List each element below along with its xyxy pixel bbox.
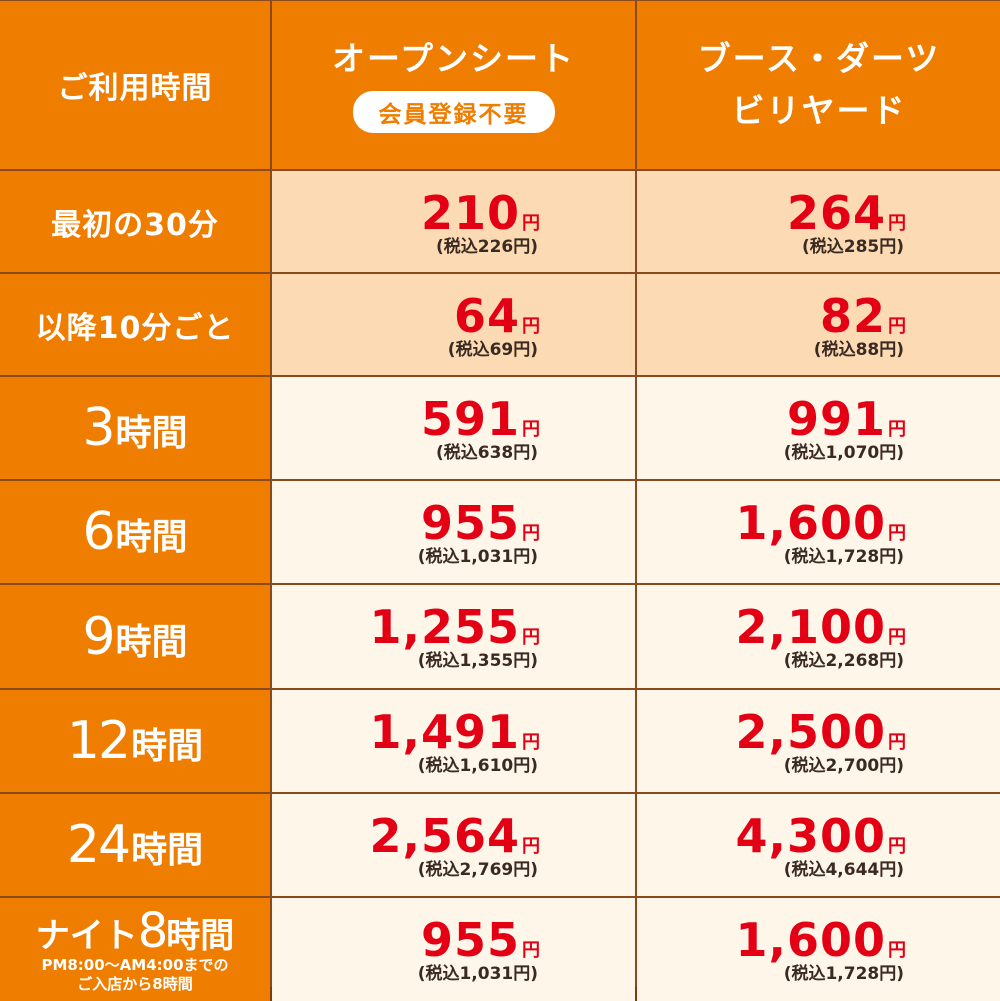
row-label-text: 以降10分ごと bbox=[35, 310, 235, 346]
price-cell-open: 64 円 (税込69円) bbox=[272, 274, 635, 375]
row-label-24h: 24時間 bbox=[0, 794, 270, 896]
price-amount: 4,300 bbox=[735, 809, 886, 863]
yen-unit: 円 bbox=[888, 213, 906, 234]
no-registration-badge: 会員登録不要 bbox=[352, 91, 555, 133]
yen-unit: 円 bbox=[888, 732, 906, 753]
row-label-3h: 3時間 bbox=[0, 377, 270, 479]
yen-unit: 円 bbox=[522, 836, 540, 857]
row-hours-number: 8 bbox=[137, 902, 169, 959]
header-booth-title-line1: ブース・ダーツ bbox=[697, 39, 941, 78]
price-amount: 64 bbox=[453, 289, 520, 343]
row-hours-number: 24 bbox=[66, 815, 131, 875]
price-cell-booth: 2,500 円 (税込2,700円) bbox=[637, 690, 1000, 792]
price-amount: 264 bbox=[786, 186, 886, 240]
price-tax-included: (税込69円) bbox=[447, 340, 538, 360]
price-cell-open: 210 円 (税込226円) bbox=[272, 171, 635, 272]
yen-unit: 円 bbox=[888, 419, 906, 440]
yen-unit: 円 bbox=[888, 836, 906, 857]
yen-unit: 円 bbox=[522, 213, 540, 234]
row-label-text: 最初の30分 bbox=[51, 207, 219, 243]
price-amount: 1,491 bbox=[369, 705, 520, 759]
price-tax-included: (税込2,700円) bbox=[783, 756, 904, 776]
price-tax-included: (税込638円) bbox=[435, 443, 538, 463]
row-hours-number: 6 bbox=[82, 502, 115, 562]
yen-unit: 円 bbox=[522, 940, 540, 961]
price-cell-booth: 1,600 円 (税込1,728円) bbox=[637, 898, 1000, 1001]
row-hours-number: 12 bbox=[66, 711, 131, 771]
price-tax-included: (税込1,031円) bbox=[417, 547, 538, 567]
price-tax-included: (税込2,268円) bbox=[783, 651, 904, 671]
row-hours-unit: 時間 bbox=[115, 517, 188, 558]
row-label-night-8h: ナイト8時間 PM8:00～AM4:00までの ご入店から8時間 bbox=[0, 898, 270, 1001]
price-cell-booth: 82 円 (税込88円) bbox=[637, 274, 1000, 375]
price-cell-open: 591 円 (税込638円) bbox=[272, 377, 635, 479]
row-hours-unit: 時間 bbox=[115, 413, 188, 454]
price-amount: 991 bbox=[786, 392, 886, 446]
yen-unit: 円 bbox=[888, 523, 906, 544]
price-amount: 82 bbox=[819, 289, 886, 343]
price-tax-included: (税込1,070円) bbox=[783, 443, 904, 463]
row-hours-unit: 時間 bbox=[166, 915, 235, 956]
price-tax-included: (税込1,610円) bbox=[417, 756, 538, 776]
yen-unit: 円 bbox=[522, 419, 540, 440]
header-time-label: ご利用時間 bbox=[57, 71, 213, 106]
night-prefix: ナイト bbox=[35, 915, 138, 956]
price-cell-open: 1,491 円 (税込1,610円) bbox=[272, 690, 635, 792]
price-amount: 955 bbox=[420, 496, 520, 550]
yen-unit: 円 bbox=[888, 627, 906, 648]
price-amount: 591 bbox=[420, 392, 520, 446]
yen-unit: 円 bbox=[522, 732, 540, 753]
header-time-cell: ご利用時間 bbox=[0, 1, 270, 169]
row-label-9h: 9時間 bbox=[0, 585, 270, 688]
price-amount: 1,600 bbox=[735, 496, 886, 550]
price-amount: 2,100 bbox=[735, 600, 886, 654]
price-cell-booth: 2,100 円 (税込2,268円) bbox=[637, 585, 1000, 688]
price-amount: 210 bbox=[420, 186, 520, 240]
row-hours-unit: 時間 bbox=[131, 726, 204, 767]
price-tax-included: (税込1,355円) bbox=[417, 651, 538, 671]
yen-unit: 円 bbox=[522, 523, 540, 544]
price-amount: 1,600 bbox=[735, 913, 886, 967]
row-hours-number: 3 bbox=[82, 398, 115, 458]
header-open-seat-cell: オープンシート 会員登録不要 bbox=[272, 1, 635, 169]
price-amount: 955 bbox=[420, 913, 520, 967]
price-amount: 2,500 bbox=[735, 705, 886, 759]
price-amount: 2,564 bbox=[369, 809, 520, 863]
header-booth-title-line2: ビリヤード bbox=[731, 91, 907, 130]
price-tax-included: (税込2,769円) bbox=[417, 860, 538, 880]
price-tax-included: (税込1,728円) bbox=[783, 964, 904, 984]
yen-unit: 円 bbox=[888, 316, 906, 337]
yen-unit: 円 bbox=[888, 940, 906, 961]
price-cell-open: 955 円 (税込1,031円) bbox=[272, 898, 635, 1001]
price-amount: 1,255 bbox=[369, 600, 520, 654]
row-label-6h: 6時間 bbox=[0, 481, 270, 583]
yen-unit: 円 bbox=[522, 316, 540, 337]
row-hours-unit: 時間 bbox=[115, 621, 188, 663]
night-duration-note: ご入店から8時間 bbox=[77, 974, 193, 993]
price-tax-included: (税込226円) bbox=[435, 237, 538, 257]
price-tax-included: (税込1,031円) bbox=[417, 964, 538, 984]
row-label-first-30min: 最初の30分 bbox=[0, 171, 270, 272]
price-tax-included: (税込1,728円) bbox=[783, 547, 904, 567]
price-tax-included: (税込88円) bbox=[813, 340, 904, 360]
header-open-seat-title: オープンシート bbox=[331, 39, 576, 78]
price-cell-open: 2,564 円 (税込2,769円) bbox=[272, 794, 635, 896]
price-cell-booth: 991 円 (税込1,070円) bbox=[637, 377, 1000, 479]
night-time-note: PM8:00～AM4:00までの bbox=[41, 955, 229, 974]
price-cell-booth: 4,300 円 (税込4,644円) bbox=[637, 794, 1000, 896]
header-booth-cell: ブース・ダーツ ビリヤード bbox=[637, 1, 1000, 169]
price-tax-included: (税込4,644円) bbox=[783, 860, 904, 880]
price-cell-open: 955 円 (税込1,031円) bbox=[272, 481, 635, 583]
price-tax-included: (税込285円) bbox=[801, 237, 904, 257]
yen-unit: 円 bbox=[522, 627, 540, 648]
row-hours-unit: 時間 bbox=[131, 830, 204, 871]
row-hours-number: 9 bbox=[82, 606, 115, 667]
row-label-12h: 12時間 bbox=[0, 690, 270, 792]
price-cell-open: 1,255 円 (税込1,355円) bbox=[272, 585, 635, 688]
price-cell-booth: 1,600 円 (税込1,728円) bbox=[637, 481, 1000, 583]
row-label-per-10min: 以降10分ごと bbox=[0, 274, 270, 375]
price-cell-booth: 264 円 (税込285円) bbox=[637, 171, 1000, 272]
